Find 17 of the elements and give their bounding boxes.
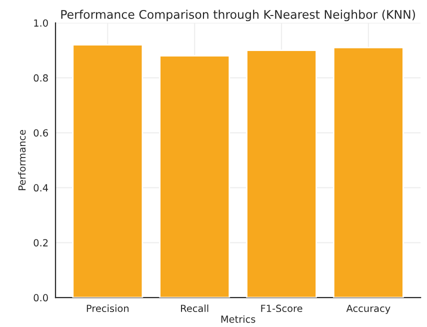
x-tick-label: Precision: [86, 304, 129, 312]
bar: [246, 50, 317, 298]
x-tick-label: Accuracy: [346, 304, 390, 314]
chart-title: Performance Comparison through K-Nearest Neighbor (KNN): [61, 10, 415, 22]
x-tick-label: F1-Score: [261, 304, 302, 312]
x-tick-label: Recall: [181, 304, 208, 312]
y-tick-label: 0.0: [34, 294, 48, 302]
y-tick-label: 0.2: [34, 239, 48, 246]
y-tick-label: 0.8: [34, 74, 48, 82]
y-tick-label: 1.0: [34, 19, 48, 27]
y-axis-title: Performance: [18, 130, 26, 190]
bar: [72, 44, 144, 298]
bar: [332, 46, 404, 298]
x-axis-title: Metrics: [221, 315, 256, 323]
y-tick-label: 0.6: [34, 129, 48, 137]
bar: [159, 55, 230, 298]
y-tick-label: 0.4: [34, 184, 48, 192]
